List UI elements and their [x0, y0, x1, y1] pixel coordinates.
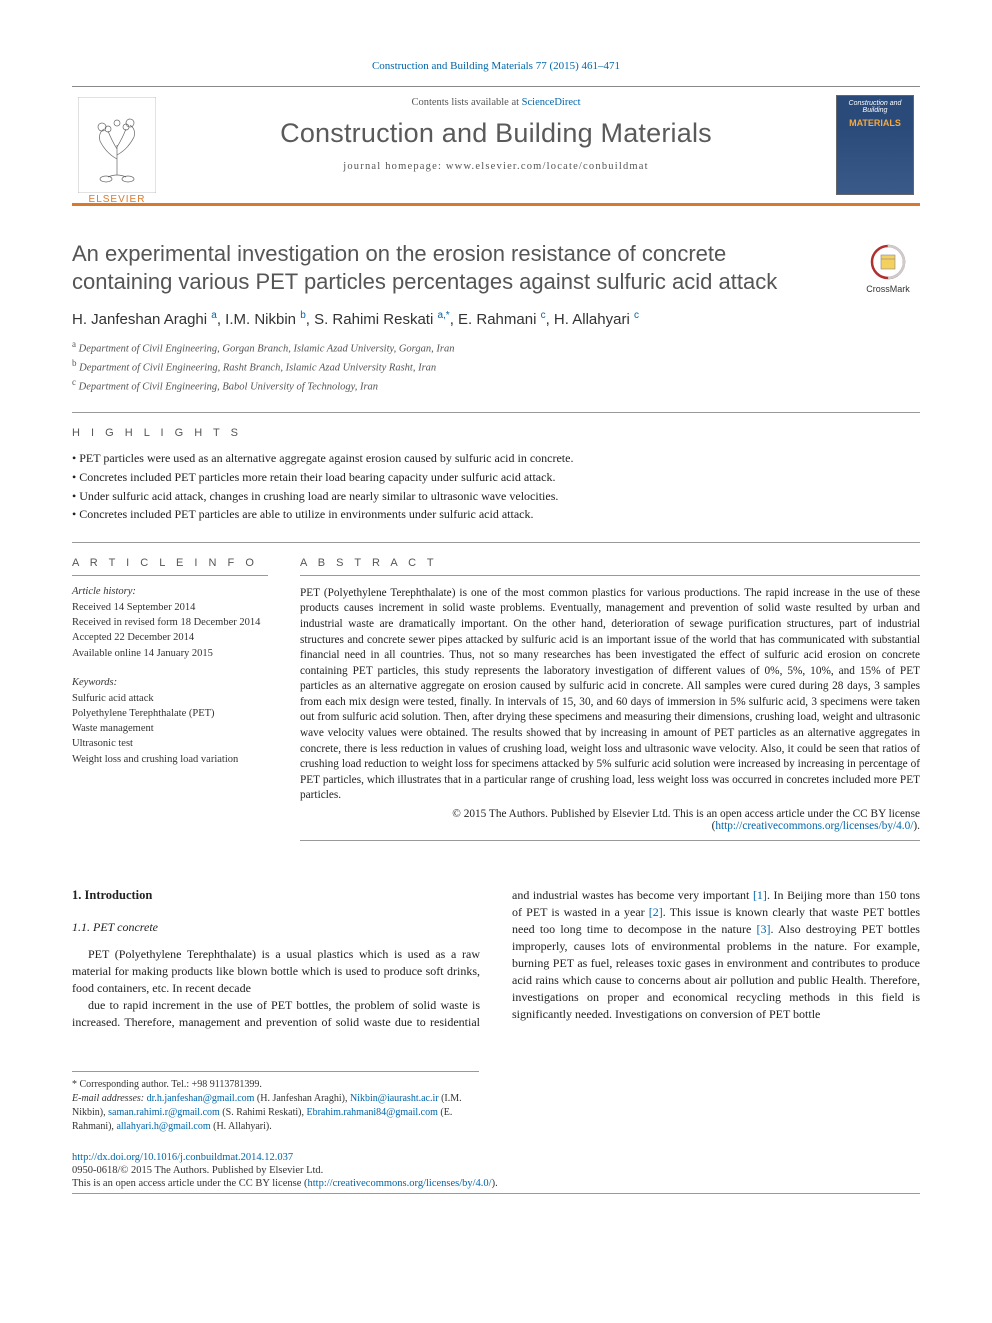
- keywords-label: Keywords:: [72, 677, 268, 688]
- cc-license-link[interactable]: http://creativecommons.org/licenses/by/4…: [715, 820, 913, 832]
- cc-license-link[interactable]: http://creativecommons.org/licenses/by/4…: [308, 1178, 492, 1189]
- publisher-name: ELSEVIER: [72, 194, 162, 205]
- abstract-column: A B S T R A C T PET (Polyethylene Tereph…: [300, 557, 920, 851]
- ref-link[interactable]: [1]: [753, 888, 767, 902]
- email-link[interactable]: Nikbin@iaurasht.ac.ir: [350, 1093, 439, 1104]
- article-info-heading: A R T I C L E I N F O: [72, 557, 268, 569]
- email-link[interactable]: saman.rahimi.r@gmail.com: [108, 1107, 220, 1118]
- email-link[interactable]: allahyari.h@gmail.com: [116, 1121, 210, 1132]
- elsevier-tree-icon: [78, 97, 156, 193]
- article-header: An experimental investigation on the ero…: [72, 240, 920, 296]
- divider: [72, 542, 920, 543]
- journal-cover-cell: Construction and Building MATERIALS: [830, 87, 920, 203]
- highlight-item: Concretes included PET particles more re…: [72, 468, 920, 487]
- highlight-item: Under sulfuric acid attack, changes in c…: [72, 487, 920, 506]
- abstract-heading: A B S T R A C T: [300, 557, 920, 569]
- journal-header: ELSEVIER Contents lists available at Sci…: [72, 86, 920, 206]
- section-heading: 1. Introduction: [72, 887, 480, 905]
- corresponding-author: * Corresponding author. Tel.: +98 911378…: [72, 1078, 479, 1092]
- article-info-column: A R T I C L E I N F O Article history: R…: [72, 557, 268, 851]
- divider: [72, 412, 920, 413]
- highlight-item: PET particles were used as an alternativ…: [72, 449, 920, 468]
- abstract-text: PET (Polyethylene Terephthalate) is one …: [300, 586, 920, 804]
- journal-name: Construction and Building Materials: [170, 118, 822, 149]
- page: Construction and Building Materials 77 (…: [0, 0, 992, 1234]
- email-addresses: E-mail addresses: dr.h.janfeshan@gmail.c…: [72, 1092, 479, 1134]
- authors-line: H. Janfeshan Araghi a, I.M. Nikbin b, S.…: [72, 310, 920, 328]
- keywords-list: Sulfuric acid attackPolyethylene Terepht…: [72, 691, 268, 767]
- citation-link[interactable]: Construction and Building Materials 77 (…: [372, 60, 620, 72]
- footnotes: * Corresponding author. Tel.: +98 911378…: [72, 1071, 479, 1134]
- highlight-item: Concretes included PET particles are abl…: [72, 505, 920, 524]
- doi-link[interactable]: http://dx.doi.org/10.1016/j.conbuildmat.…: [72, 1152, 293, 1163]
- body-columns: 1. Introduction 1.1. PET concrete PET (P…: [72, 887, 920, 1031]
- ref-link[interactable]: [2]: [649, 905, 663, 919]
- email-link[interactable]: dr.h.janfeshan@gmail.com: [147, 1093, 255, 1104]
- citation-line: Construction and Building Materials 77 (…: [72, 60, 920, 72]
- divider: [72, 1193, 920, 1194]
- crossmark-icon: [870, 244, 906, 280]
- bottom-bar: http://dx.doi.org/10.1016/j.conbuildmat.…: [72, 1152, 920, 1194]
- license-line: This is an open access article under the…: [72, 1178, 920, 1189]
- body-paragraph: PET (Polyethylene Terephthalate) is a us…: [72, 946, 480, 997]
- highlights-list: PET particles were used as an alternativ…: [72, 449, 920, 523]
- info-grid: A R T I C L E I N F O Article history: R…: [72, 557, 920, 851]
- publisher-logo-cell: ELSEVIER: [72, 87, 162, 203]
- journal-cover-icon: Construction and Building MATERIALS: [836, 95, 914, 195]
- doi-line: http://dx.doi.org/10.1016/j.conbuildmat.…: [72, 1152, 920, 1163]
- history-list: Received 14 September 2014Received in re…: [72, 600, 268, 661]
- copyright-line: © 2015 The Authors. Published by Elsevie…: [300, 808, 920, 832]
- highlights-heading: H I G H L I G H T S: [72, 427, 920, 439]
- history-label: Article history:: [72, 586, 268, 597]
- article-title: An experimental investigation on the ero…: [72, 240, 802, 296]
- crossmark-badge[interactable]: CrossMark: [856, 244, 920, 294]
- affiliations: a Department of Civil Engineering, Gorga…: [72, 338, 920, 394]
- email-link[interactable]: Ebrahim.rahmani84@gmail.com: [306, 1107, 437, 1118]
- subsection-heading: 1.1. PET concrete: [72, 919, 480, 936]
- contents-available-line: Contents lists available at ScienceDirec…: [170, 97, 822, 108]
- crossmark-label: CrossMark: [856, 284, 920, 294]
- journal-homepage: journal homepage: www.elsevier.com/locat…: [170, 161, 822, 172]
- ref-link[interactable]: [3]: [757, 922, 771, 936]
- sciencedirect-link[interactable]: ScienceDirect: [522, 97, 581, 108]
- issn-copyright-line: 0950-0618/© 2015 The Authors. Published …: [72, 1165, 920, 1176]
